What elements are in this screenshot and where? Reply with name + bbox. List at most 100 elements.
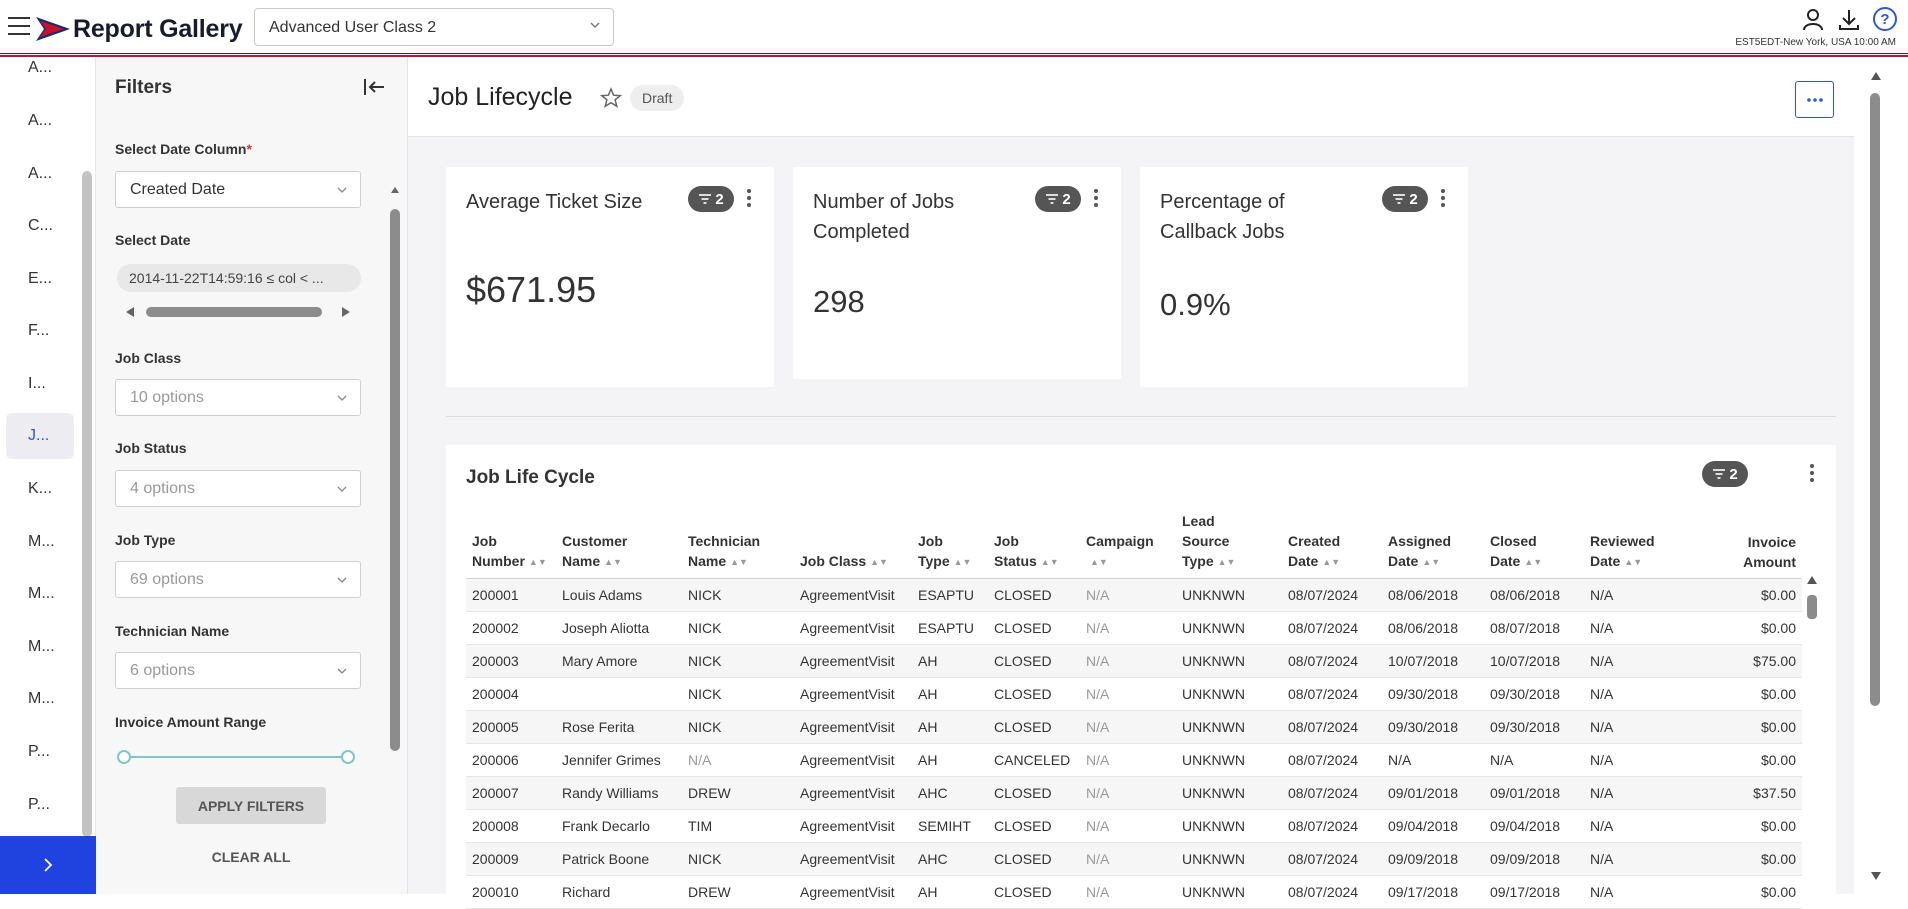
sort-icon[interactable]: ▲▼ xyxy=(1217,557,1236,568)
sort-icon[interactable]: ▲▼ xyxy=(870,557,888,568)
job-status-select[interactable]: 4 options xyxy=(115,470,361,507)
column-header[interactable]: Closed Date ▲▼ xyxy=(1484,507,1584,580)
sort-icon[interactable]: ▲▼ xyxy=(604,557,622,568)
nav-scrollbar[interactable] xyxy=(82,171,92,837)
column-header[interactable]: Job Number ▲▼ xyxy=(466,507,556,580)
scroll-thumb[interactable] xyxy=(1870,93,1880,706)
table-row[interactable]: 200005 Rose Ferita NICK AgreementVisit AH CLO… xyxy=(466,710,1802,745)
date-horizontal-scrollbar[interactable] xyxy=(124,305,352,319)
table-cell: AgreementVisit xyxy=(794,875,912,909)
table-row[interactable]: 200002 Joseph Aliotta NICK AgreementVisit ES… xyxy=(466,611,1802,646)
range-min-handle[interactable] xyxy=(117,750,131,764)
scroll-up-icon[interactable] xyxy=(1806,575,1818,585)
nav-item[interactable]: E... xyxy=(28,270,53,287)
nav-item[interactable]: M... xyxy=(28,533,55,550)
nav-item[interactable]: A... xyxy=(28,112,53,129)
filter-count-badge[interactable]: 2 xyxy=(1382,186,1428,212)
nav-item[interactable]: M... xyxy=(28,638,55,655)
table-row[interactable]: 200010 Richard DREW AgreementVisit AH CLOSED N… xyxy=(466,875,1802,909)
nav-item-active[interactable]: J... xyxy=(28,427,50,444)
range-max-handle[interactable] xyxy=(341,750,355,764)
star-icon[interactable] xyxy=(600,87,622,109)
table-cell: AHC xyxy=(912,776,988,811)
technician-select[interactable]: 6 options xyxy=(115,652,361,689)
column-header[interactable]: Campaign ▲▼ xyxy=(1080,507,1176,580)
hamburger-icon[interactable] xyxy=(8,17,30,35)
svg-text:?: ? xyxy=(1880,11,1889,28)
nav-item[interactable]: C... xyxy=(28,217,53,234)
nav-item[interactable]: M... xyxy=(28,585,55,602)
scroll-thumb[interactable] xyxy=(146,307,322,317)
column-header[interactable]: Invoice Amount xyxy=(1684,507,1802,580)
table-cell: 08/07/2024 xyxy=(1282,743,1382,778)
table-cell: Richard xyxy=(556,875,682,909)
column-header[interactable]: Created Date ▲▼ xyxy=(1282,507,1382,580)
date-range-chip[interactable]: 2014-11-22T14:59:16 ≤ col < ... xyxy=(117,264,361,292)
nav-item[interactable]: A... xyxy=(28,59,53,76)
sort-icon[interactable]: ▲▼ xyxy=(528,557,547,568)
clear-all-button[interactable]: CLEAR ALL xyxy=(211,849,291,865)
column-header[interactable]: Reviewed Date ▲▼ xyxy=(1584,507,1684,580)
kebab-menu-icon[interactable] xyxy=(1807,464,1817,486)
nav-item[interactable]: K... xyxy=(28,480,53,497)
kebab-menu-icon[interactable] xyxy=(1091,189,1101,211)
table-row[interactable]: 200008 Frank Decarlo TIM AgreementVisit SEMI… xyxy=(466,809,1802,844)
column-header[interactable]: Job Status ▲▼ xyxy=(988,507,1080,580)
kebab-menu-icon[interactable] xyxy=(744,189,754,211)
sort-icon[interactable]: ▲▼ xyxy=(1422,557,1441,568)
page-scrollbar[interactable] xyxy=(1854,57,1908,894)
download-icon[interactable] xyxy=(1836,6,1862,32)
nav-expand-button[interactable] xyxy=(0,836,96,894)
table-row[interactable]: 200006 Jennifer Grimes N/A AgreementVisit AH… xyxy=(466,743,1802,778)
column-header[interactable]: Lead Source Type ▲▼ xyxy=(1176,507,1282,580)
scroll-thumb[interactable] xyxy=(390,209,400,751)
user-icon[interactable] xyxy=(1800,6,1826,32)
column-header-label: Name xyxy=(562,553,601,569)
help-icon[interactable]: ? xyxy=(1872,6,1898,32)
column-header[interactable]: Technician Name ▲▼ xyxy=(682,507,794,580)
nav-item[interactable]: P... xyxy=(28,796,50,813)
filter-count-badge[interactable]: 2 xyxy=(1702,461,1748,487)
scroll-left-icon[interactable] xyxy=(124,306,136,318)
scroll-up-icon[interactable] xyxy=(390,186,400,194)
column-header[interactable]: Job Type ▲▼ xyxy=(912,507,988,580)
collapse-panel-icon[interactable] xyxy=(362,75,386,99)
scroll-thumb[interactable] xyxy=(1807,595,1817,619)
table-row[interactable]: 200004 NICK AgreementVisit AH CLOSED N/A UNKNW… xyxy=(466,677,1802,712)
sort-icon[interactable]: ▲▼ xyxy=(1524,557,1543,568)
nav-item[interactable]: M... xyxy=(28,690,55,707)
filters-scrollbar[interactable] xyxy=(390,132,400,751)
scroll-right-icon[interactable] xyxy=(340,306,352,318)
sort-icon[interactable]: ▲▼ xyxy=(1040,557,1059,568)
filter-count-badge[interactable]: 2 xyxy=(1035,186,1081,212)
more-options-button[interactable] xyxy=(1795,81,1834,118)
table-scrollbar[interactable] xyxy=(1806,575,1818,905)
table-row[interactable]: 200009 Patrick Boone NICK AgreementVisit AHC… xyxy=(466,842,1802,877)
sort-icon[interactable]: ▲▼ xyxy=(1624,557,1643,568)
job-class-select[interactable]: 10 options xyxy=(115,379,361,416)
sort-icon[interactable]: ▲▼ xyxy=(953,557,972,568)
nav-item[interactable]: I... xyxy=(28,375,46,392)
column-header[interactable]: Job Class ▲▼ xyxy=(794,507,912,580)
column-header[interactable]: Customer Name ▲▼ xyxy=(556,507,682,580)
column-header[interactable]: Assigned Date ▲▼ xyxy=(1382,507,1484,580)
date-column-select[interactable]: Created Date xyxy=(115,171,361,208)
apply-filters-button[interactable]: APPLY FILTERS xyxy=(176,787,326,824)
filter-count-badge[interactable]: 2 xyxy=(688,186,734,212)
table-cell: UNKNWN xyxy=(1176,644,1282,679)
table-row[interactable]: 200003 Mary Amore NICK AgreementVisit AH CLOS… xyxy=(466,644,1802,679)
nav-item[interactable]: F... xyxy=(28,322,50,339)
sort-icon[interactable]: ▲▼ xyxy=(1090,557,1108,568)
nav-item[interactable]: A... xyxy=(28,165,53,182)
scroll-down-icon[interactable] xyxy=(1870,871,1882,881)
kebab-menu-icon[interactable] xyxy=(1438,189,1448,211)
table-row[interactable]: 200007 Randy Williams DREW AgreementVisit AH… xyxy=(466,776,1802,811)
sort-icon[interactable]: ▲▼ xyxy=(730,557,748,568)
job-type-select[interactable]: 69 options xyxy=(115,561,361,598)
nav-item[interactable]: P... xyxy=(28,743,50,760)
class-selector[interactable]: Advanced User Class 2 xyxy=(254,8,614,46)
table-row[interactable]: 200001 Louis Adams NICK AgreementVisit ESAPT… xyxy=(466,578,1802,613)
invoice-range-slider[interactable] xyxy=(117,749,355,765)
sort-icon[interactable]: ▲▼ xyxy=(1322,557,1341,568)
scroll-up-icon[interactable] xyxy=(1870,71,1882,81)
